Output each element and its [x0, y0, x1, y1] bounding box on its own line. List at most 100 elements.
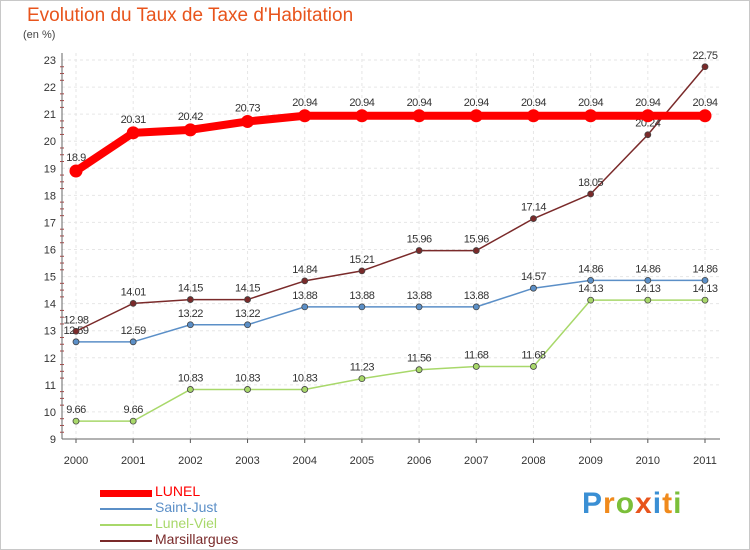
- point-saint-just: [301, 303, 309, 311]
- data-label-saint-just: 13.88: [407, 290, 432, 302]
- point-lunel: [641, 109, 655, 123]
- data-label-lunel-viel: 11.68: [521, 349, 546, 361]
- data-label-lunel: 20.31: [121, 114, 146, 126]
- point-lunel: [69, 164, 83, 178]
- series-line-saint-just: [75, 279, 706, 343]
- point-saint-just: [186, 321, 194, 329]
- legend-label-lunel: LUNEL: [155, 483, 201, 499]
- point-lunel: [526, 109, 540, 123]
- data-label-saint-just: 14.86: [635, 263, 660, 275]
- point-saint-just: [415, 303, 423, 311]
- data-label-saint-just: 14.86: [578, 263, 603, 275]
- chart-title: Evolution du Taux de Taxe d'Habitation: [27, 5, 354, 26]
- point-lunel: [469, 109, 483, 123]
- legend-label-marsillargues: Marsillargues: [155, 531, 239, 547]
- data-label-marsillargues: 14.84: [292, 264, 317, 276]
- point-marsillargues: [701, 63, 709, 71]
- data-label-lunel: 20.94: [692, 97, 717, 109]
- x-tick-label: 2005: [350, 455, 374, 467]
- data-label-lunel: 20.73: [235, 102, 260, 114]
- point-lunel: [183, 123, 197, 137]
- point-saint-just: [358, 303, 366, 311]
- point-lunel-viel: [186, 386, 194, 393]
- y-tick-label: 18: [44, 190, 56, 202]
- point-marsillargues: [587, 190, 595, 198]
- series-line-lunel: [72, 111, 709, 175]
- data-label-marsillargues: 18.05: [578, 177, 603, 189]
- point-marsillargues: [472, 247, 480, 254]
- x-tick-label: 2004: [292, 455, 316, 467]
- data-label-marsillargues: 15.96: [464, 234, 489, 246]
- point-lunel-viel: [358, 375, 366, 383]
- data-label-saint-just: 13.88: [464, 290, 489, 302]
- data-label-lunel: 20.94: [407, 97, 432, 109]
- data-label-saint-just: 13.88: [292, 290, 317, 302]
- data-label-lunel-viel: 9.66: [66, 404, 86, 416]
- legend-swatch-lunel: [100, 489, 152, 497]
- data-label-lunel-viel: 14.13: [578, 283, 603, 295]
- point-marsillargues: [72, 327, 80, 335]
- data-label-marsillargues: 12.98: [63, 314, 88, 326]
- data-label-marsillargues: 14.15: [235, 283, 260, 295]
- x-tick-label: 2011: [693, 455, 717, 467]
- point-saint-just: [72, 338, 80, 346]
- data-label-lunel-viel: 14.13: [692, 283, 717, 295]
- plot-area: [62, 53, 720, 439]
- point-saint-just: [472, 303, 480, 311]
- point-lunel-viel: [644, 296, 652, 304]
- point-marsillargues: [129, 299, 137, 307]
- y-tick-label: 12: [44, 353, 56, 365]
- point-saint-just: [530, 284, 537, 292]
- y-tick-label: 21: [44, 109, 56, 121]
- y-tick-label: 19: [44, 163, 56, 175]
- point-lunel: [126, 126, 140, 140]
- data-label-saint-just: 13.22: [178, 308, 203, 320]
- y-tick-label: 15: [44, 272, 56, 284]
- point-lunel: [584, 109, 598, 123]
- series-line-marsillargues: [75, 66, 706, 333]
- point-lunel: [298, 109, 312, 123]
- series-line-lunel-viel: [75, 299, 706, 422]
- point-saint-just: [587, 276, 595, 284]
- y-tick-label: 10: [44, 407, 56, 419]
- data-label-lunel: 20.94: [292, 97, 317, 109]
- data-label-lunel: 20.94: [635, 97, 660, 109]
- x-tick-label: 2008: [521, 455, 545, 467]
- point-lunel: [412, 109, 426, 123]
- data-label-saint-just: 14.57: [521, 271, 546, 283]
- point-saint-just: [244, 321, 251, 329]
- x-tick-label: 2006: [407, 455, 431, 467]
- x-tick-label: 2000: [64, 455, 88, 467]
- logo-letter: P: [582, 487, 604, 520]
- data-label-lunel-viel: 10.83: [178, 372, 203, 384]
- y-tick-label: 17: [44, 217, 56, 229]
- point-marsillargues: [415, 247, 423, 254]
- data-label-lunel-viel: 14.13: [635, 283, 660, 295]
- point-marsillargues: [301, 277, 309, 285]
- point-lunel-viel: [244, 386, 251, 393]
- logo-letter: i: [673, 487, 683, 520]
- point-lunel-viel: [72, 417, 80, 425]
- logo-letter: t: [662, 487, 674, 520]
- data-label-marsillargues: 20.24: [635, 118, 660, 130]
- x-tick-label: 2002: [178, 455, 202, 467]
- proxiti-logo: Proxiti: [582, 487, 682, 521]
- data-label-saint-just: 12.59: [121, 325, 146, 337]
- point-lunel: [355, 109, 369, 123]
- x-tick-label: 2010: [636, 455, 660, 467]
- data-label-marsillargues: 22.75: [692, 50, 717, 62]
- point-lunel-viel: [301, 386, 309, 393]
- y-tick-label: 9: [50, 434, 56, 446]
- data-label-lunel: 20.94: [578, 97, 603, 109]
- point-marsillargues: [244, 296, 251, 303]
- point-lunel-viel: [701, 296, 709, 304]
- data-label-lunel: 18.9: [66, 152, 86, 164]
- data-label-marsillargues: 14.01: [121, 286, 146, 298]
- data-label-saint-just: 13.22: [235, 308, 260, 320]
- point-lunel-viel: [472, 363, 480, 370]
- data-label-marsillargues: 14.15: [178, 283, 203, 295]
- data-label-marsillargues: 17.14: [521, 202, 546, 214]
- point-lunel: [241, 114, 255, 128]
- data-label-lunel: 20.94: [349, 97, 374, 109]
